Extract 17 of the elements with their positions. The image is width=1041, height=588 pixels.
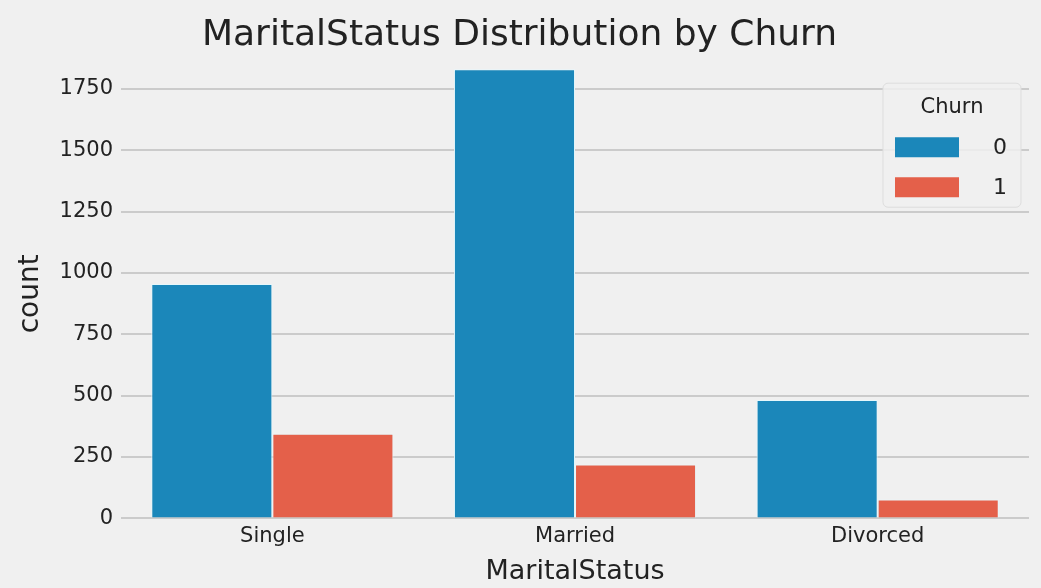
- x-tick-label: Single: [240, 523, 305, 548]
- legend-label: 0: [993, 133, 1007, 159]
- y-tick-label: 0: [99, 504, 114, 529]
- legend-title: Churn: [920, 93, 984, 118]
- chart-title: MaritalStatus Distribution by Churn: [201, 11, 838, 53]
- legend-label: 1: [993, 173, 1007, 199]
- y-tick-label: 1000: [59, 259, 114, 284]
- y-tick-label: 1500: [59, 136, 114, 161]
- x-axis-title: MaritalStatus: [485, 553, 665, 585]
- y-tick-label: 250: [72, 443, 114, 468]
- y-tick-label: 500: [72, 382, 114, 407]
- y-tick-label: 1750: [59, 75, 114, 100]
- x-tick-label: Married: [535, 523, 616, 548]
- y-axis-title: count: [12, 254, 46, 334]
- y-tick-label: 750: [72, 320, 114, 345]
- x-tick-label: Divorced: [831, 523, 925, 548]
- y-tick-label: 1250: [59, 198, 114, 223]
